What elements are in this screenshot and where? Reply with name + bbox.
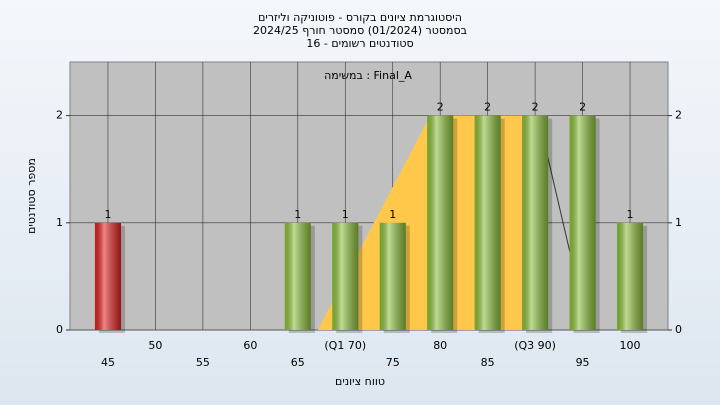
data-label: 1: [389, 208, 396, 221]
x-tick-label: 55: [196, 356, 210, 369]
y-axis-label: מספר סטודנטים: [25, 158, 38, 234]
data-label: 2: [437, 101, 444, 114]
x-tick-label: 100: [620, 339, 641, 352]
x-tick-label: 50: [148, 339, 162, 352]
y-tick-label: 2: [56, 109, 63, 122]
x-tick-label: 45: [101, 356, 115, 369]
y-tick-label: 1: [675, 216, 682, 229]
bar-shine: [332, 222, 359, 330]
bar-shine: [474, 115, 501, 330]
y-tick-label: 0: [56, 323, 63, 336]
data-label: 2: [484, 101, 491, 114]
chart-title: סטודנטים רשומים - 16: [306, 37, 413, 50]
annotation: במשימה : Final_A: [324, 69, 412, 82]
x-axis-label: טווח ציונים: [335, 375, 385, 388]
bar-shine: [427, 115, 454, 330]
bar-shine: [616, 222, 644, 330]
whisker: [544, 145, 572, 256]
data-label: 2: [532, 101, 539, 114]
bar-shine: [379, 222, 406, 330]
x-tick-label: 95: [576, 356, 590, 369]
bar-shine: [522, 115, 549, 330]
bar-shine: [569, 115, 596, 330]
bar-shine: [94, 222, 122, 330]
x-tick-label: 60: [243, 339, 257, 352]
x-tick-label: (Q1 70): [324, 339, 366, 352]
chart-title: בסמסטר (01/2024) סמסטר חורף 2024/25: [253, 24, 467, 37]
x-tick-label: (Q3 90): [514, 339, 556, 352]
x-tick-label: 80: [433, 339, 447, 352]
y-tick-label: 0: [675, 323, 682, 336]
x-tick-label: 75: [386, 356, 400, 369]
chart-title: היסטוגרמת ציונים בקורס - פוטוניקה וליזרי…: [258, 11, 462, 24]
y-tick-label: 1: [56, 216, 63, 229]
x-tick-label: 65: [291, 356, 305, 369]
data-label: 1: [342, 208, 349, 221]
data-label: 1: [104, 208, 111, 221]
y-tick-label: 2: [675, 109, 682, 122]
data-label: 1: [627, 208, 634, 221]
bar-shine: [284, 222, 311, 330]
x-tick-label: 85: [481, 356, 495, 369]
data-label: 2: [579, 101, 586, 114]
data-label: 1: [294, 208, 301, 221]
